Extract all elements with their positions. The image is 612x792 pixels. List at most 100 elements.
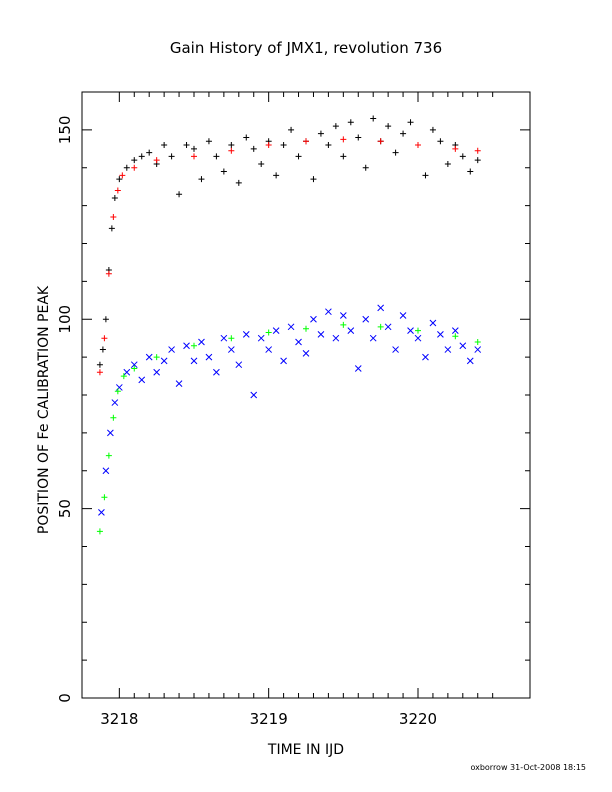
data-point bbox=[392, 346, 399, 353]
x-tick-label: 3218 bbox=[100, 710, 138, 728]
data-point bbox=[466, 357, 474, 365]
data-point bbox=[347, 119, 354, 126]
data-point bbox=[99, 346, 106, 353]
data-point bbox=[325, 142, 332, 149]
y-tick-label: 50 bbox=[56, 499, 74, 518]
data-point bbox=[444, 346, 452, 353]
data-point bbox=[116, 176, 123, 183]
data-point bbox=[105, 452, 112, 459]
data-point bbox=[213, 153, 220, 160]
data-point bbox=[120, 373, 127, 380]
data-point bbox=[205, 138, 212, 145]
data-point bbox=[467, 168, 474, 175]
y-tick-label: 150 bbox=[56, 116, 74, 145]
data-point bbox=[101, 494, 108, 501]
data-point bbox=[242, 331, 250, 338]
data-point bbox=[153, 368, 161, 376]
data-point bbox=[110, 213, 117, 220]
series-1 bbox=[96, 136, 481, 376]
data-point bbox=[340, 153, 347, 160]
data-point bbox=[107, 429, 114, 437]
data-point bbox=[459, 153, 466, 160]
x-axis-title: TIME IN IJD bbox=[267, 742, 344, 758]
data-point bbox=[354, 365, 362, 372]
data-point bbox=[183, 142, 190, 149]
data-point bbox=[280, 142, 287, 149]
data-point bbox=[191, 342, 197, 349]
data-point bbox=[459, 342, 467, 350]
data-point bbox=[452, 145, 459, 152]
data-point bbox=[474, 147, 481, 154]
data-point bbox=[415, 142, 421, 149]
data-point bbox=[444, 160, 451, 167]
data-point bbox=[385, 123, 392, 130]
data-point bbox=[235, 179, 242, 186]
data-point bbox=[183, 342, 190, 350]
data-point bbox=[108, 225, 115, 232]
series-3 bbox=[96, 321, 481, 535]
data-point bbox=[168, 346, 175, 353]
data-point bbox=[115, 384, 123, 391]
data-point bbox=[310, 315, 317, 323]
data-point bbox=[191, 153, 197, 160]
data-point bbox=[250, 391, 258, 399]
data-point bbox=[111, 399, 119, 406]
chart-title: Gain History of JMX1, revolution 736 bbox=[170, 39, 442, 57]
data-point bbox=[130, 361, 138, 369]
series-0 bbox=[96, 115, 481, 368]
data-point bbox=[176, 191, 183, 198]
data-point bbox=[175, 380, 183, 387]
data-point bbox=[114, 187, 121, 194]
data-point bbox=[213, 368, 220, 376]
data-point bbox=[414, 334, 422, 342]
x-tick-label: 3220 bbox=[399, 710, 437, 728]
data-point bbox=[451, 327, 459, 334]
data-point bbox=[123, 368, 131, 376]
data-point bbox=[220, 334, 228, 342]
data-point bbox=[407, 327, 414, 334]
data-point bbox=[228, 142, 235, 149]
data-point bbox=[347, 327, 355, 334]
data-point bbox=[399, 312, 407, 319]
data-point bbox=[384, 323, 392, 331]
data-point bbox=[138, 376, 146, 384]
data-point bbox=[303, 325, 309, 332]
data-point bbox=[160, 357, 168, 365]
data-point bbox=[429, 319, 437, 327]
data-point bbox=[265, 142, 272, 149]
data-point bbox=[243, 134, 250, 141]
data-point bbox=[190, 357, 198, 365]
data-point bbox=[161, 142, 168, 149]
data-point bbox=[228, 147, 235, 154]
data-point bbox=[98, 509, 105, 516]
data-point bbox=[102, 467, 110, 475]
data-point bbox=[96, 528, 103, 535]
plot-frame bbox=[81, 91, 531, 699]
data-point bbox=[317, 130, 324, 137]
data-point bbox=[257, 334, 265, 342]
data-point bbox=[474, 157, 481, 164]
plot-axes: 3218 3219 3220 0 50 100 150 bbox=[56, 91, 531, 728]
x-tick-label: 3219 bbox=[250, 710, 288, 728]
data-point bbox=[119, 172, 126, 179]
y-axis-title: POSITION OF Fe CALIBRATION PEAK bbox=[36, 285, 52, 534]
data-point bbox=[145, 353, 153, 361]
data-point bbox=[362, 164, 369, 171]
data-point bbox=[123, 164, 130, 171]
y-tick-label: 100 bbox=[56, 305, 74, 334]
data-point bbox=[392, 149, 399, 156]
data-point bbox=[227, 346, 235, 353]
data-point bbox=[474, 346, 482, 353]
data-point bbox=[153, 354, 160, 361]
data-point bbox=[400, 130, 407, 137]
data-point bbox=[303, 138, 309, 145]
data-point bbox=[168, 153, 175, 160]
data-point bbox=[273, 172, 280, 179]
data-point bbox=[429, 126, 436, 133]
data-point bbox=[377, 304, 385, 312]
data-point bbox=[437, 138, 444, 145]
data-point bbox=[422, 353, 429, 361]
data-point bbox=[131, 157, 138, 164]
data-point bbox=[153, 157, 160, 164]
data-point bbox=[96, 361, 103, 368]
